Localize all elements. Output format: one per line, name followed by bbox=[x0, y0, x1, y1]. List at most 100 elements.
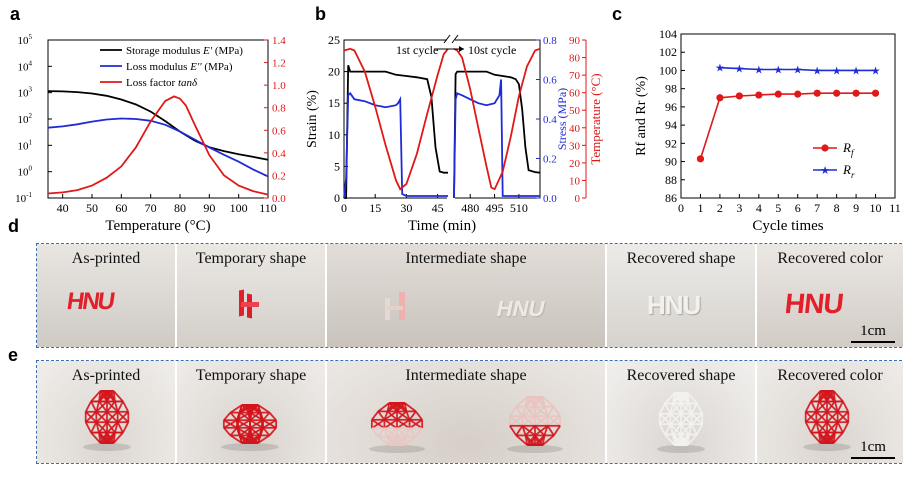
lattice-strut bbox=[686, 433, 698, 446]
lattice-strut bbox=[383, 419, 398, 429]
lattice-strut bbox=[84, 421, 92, 434]
x-axis-label: Time (min) bbox=[408, 218, 476, 234]
lattice-strut bbox=[112, 432, 116, 444]
lattice-strut bbox=[415, 427, 423, 438]
lattice-strut bbox=[387, 402, 402, 413]
lattice-strut bbox=[680, 392, 689, 404]
y-tick-label-stress: 0.4 bbox=[543, 114, 557, 126]
x-tick-label: 0 bbox=[678, 201, 684, 215]
y-tick-label-left: 102 bbox=[18, 112, 33, 126]
series-line-4 bbox=[343, 47, 449, 191]
lattice-strut bbox=[98, 390, 111, 403]
y-tick-label-left: 103 bbox=[18, 86, 33, 100]
lattice-strut bbox=[834, 401, 839, 413]
x-tick-label: 1 bbox=[697, 201, 703, 215]
y-tick-label-right: 1.4 bbox=[272, 35, 286, 47]
panel-label-d: d bbox=[8, 216, 19, 236]
photo-d-intermediate: Intermediate shape HNU bbox=[327, 244, 605, 347]
lattice-strut bbox=[664, 423, 672, 436]
lattice-strut bbox=[541, 435, 546, 446]
lattice-strut bbox=[85, 411, 97, 423]
lattice-icon bbox=[83, 390, 131, 451]
lattice-strut bbox=[542, 396, 555, 408]
lattice-strut bbox=[832, 390, 844, 403]
lattice-strut bbox=[383, 427, 398, 438]
data-point-Rr: ★ bbox=[812, 65, 822, 77]
lattice-strut bbox=[658, 402, 666, 415]
lattice-strut bbox=[515, 425, 524, 436]
lattice-strut bbox=[403, 436, 408, 446]
lattice-strut bbox=[236, 411, 251, 421]
compressed-lattice-icon bbox=[221, 404, 279, 451]
lattice-strut bbox=[371, 410, 379, 421]
lattice-strut bbox=[815, 421, 828, 434]
x-tick-label: 9 bbox=[853, 201, 859, 215]
lattice-strut bbox=[262, 419, 277, 429]
legend-italic: E' bbox=[202, 45, 213, 57]
y-tick-label: 102 bbox=[659, 45, 677, 59]
x-tick-label: 80 bbox=[174, 201, 186, 215]
y-tick-label-strain: 0 bbox=[334, 191, 340, 205]
lattice-strut bbox=[664, 433, 676, 446]
x-tick-label: 11 bbox=[889, 201, 901, 215]
lattice-strut bbox=[669, 403, 674, 415]
y-tick-label: 100 bbox=[659, 63, 677, 77]
y-axis-label-strain: Strain (%) bbox=[305, 90, 320, 148]
photo-caption: Recovered shape bbox=[626, 367, 736, 384]
photo-caption: Temporary shape bbox=[195, 250, 307, 267]
y-axis-label-temp: Temperature (°C) bbox=[588, 73, 603, 164]
lattice-strut bbox=[521, 406, 527, 417]
lattice-strut bbox=[90, 390, 102, 403]
lattice-strut bbox=[826, 400, 836, 413]
y-tick-label: 94 bbox=[665, 118, 677, 132]
axis-break bbox=[447, 37, 455, 201]
series-line-2 bbox=[47, 95, 269, 196]
lattice-strut bbox=[404, 402, 417, 413]
scale-bar: 1cm bbox=[851, 323, 895, 343]
shadow bbox=[657, 445, 705, 453]
photo-caption: As-printed bbox=[71, 367, 141, 384]
y-tick-label-right: 0.8 bbox=[272, 103, 286, 115]
lattice-strut bbox=[546, 425, 555, 436]
series-line-1 bbox=[453, 70, 541, 199]
lattice-strut bbox=[658, 423, 666, 436]
lattice-strut bbox=[371, 419, 385, 429]
lattice-strut bbox=[842, 400, 850, 413]
x-tick-label: 45 bbox=[432, 201, 444, 215]
data-point-Rr: ★ bbox=[715, 63, 725, 75]
lattice-strut bbox=[680, 402, 693, 415]
lattice-strut bbox=[832, 431, 844, 444]
x-tick-label: 60 bbox=[115, 201, 127, 215]
y-tick-label-temp: 50 bbox=[569, 105, 581, 117]
y-tick-label-temp: 70 bbox=[569, 70, 581, 82]
lattice-strut bbox=[546, 406, 555, 417]
lattice-strut bbox=[106, 390, 115, 402]
series-line-0 bbox=[344, 65, 448, 199]
lattice-strut bbox=[826, 421, 839, 434]
lattice-strut bbox=[534, 405, 549, 417]
x-tick-label: 0 bbox=[341, 201, 347, 215]
lattice-strut bbox=[834, 421, 839, 433]
lattice-strut bbox=[691, 413, 703, 425]
lattice-strut bbox=[534, 405, 546, 417]
lattice-strut bbox=[696, 402, 704, 415]
lattice-strut bbox=[229, 434, 243, 444]
photo-d-recovered-shape: Recovered shape HNU bbox=[607, 244, 755, 347]
lattice-strut bbox=[804, 421, 812, 434]
photo-caption: Intermediate shape bbox=[405, 250, 527, 267]
data-point-Rf bbox=[774, 90, 782, 98]
y-tick-label-right: 0.2 bbox=[272, 170, 286, 182]
x-tick-label: 110 bbox=[259, 201, 277, 215]
lattice-strut bbox=[818, 390, 831, 403]
lattice-strut bbox=[117, 411, 129, 423]
legend-text: R bbox=[842, 140, 851, 155]
y-tick-label: 92 bbox=[665, 136, 677, 150]
panel-label-b: b bbox=[315, 4, 326, 24]
lattice-strut bbox=[249, 411, 261, 421]
lattice-strut bbox=[553, 406, 561, 417]
lattice-strut bbox=[810, 431, 822, 444]
panel-label-a: a bbox=[10, 4, 21, 24]
lattice-strut bbox=[106, 421, 119, 434]
lattice-strut bbox=[257, 434, 271, 444]
lattice-strut bbox=[815, 421, 820, 433]
